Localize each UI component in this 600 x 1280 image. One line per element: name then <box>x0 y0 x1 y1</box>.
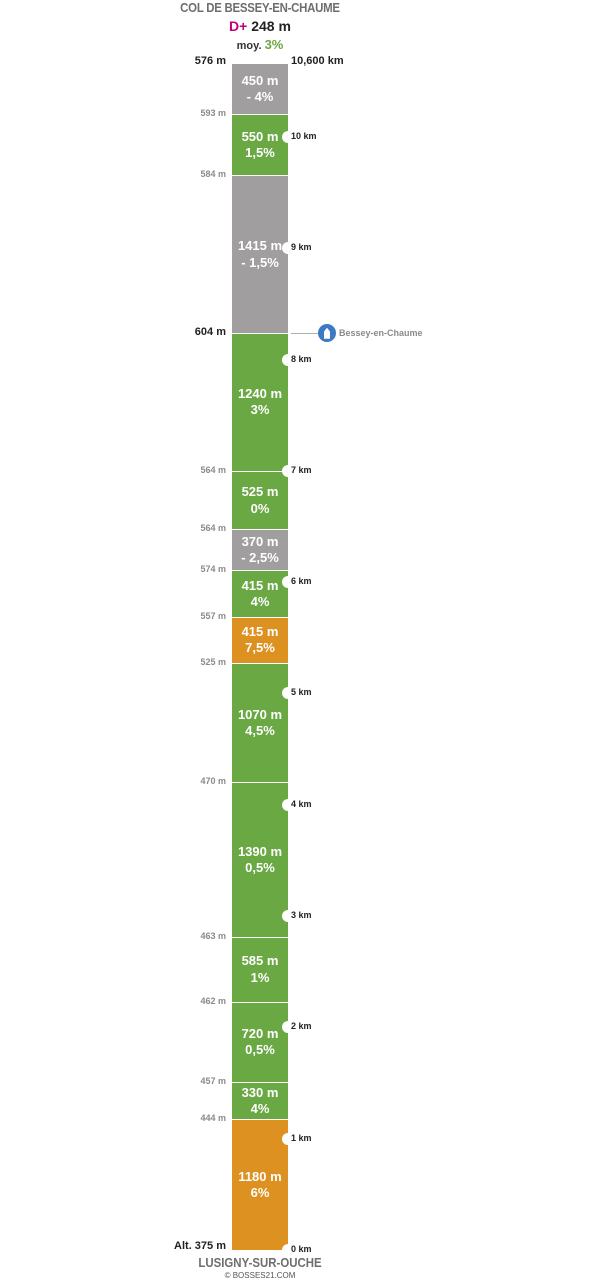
profile-segment: 1070 m 4,5% <box>232 662 288 782</box>
profile-segment: 415 m 4% <box>232 570 288 617</box>
start-name: LUSIGNY-SUR-OUCHE <box>198 1255 322 1270</box>
altitude-label: 564 m <box>200 464 226 475</box>
average-grade-value: 3% <box>264 37 284 52</box>
segment-length: 415 m <box>241 577 279 593</box>
altitude-label: 584 m <box>200 169 226 180</box>
km-notch <box>282 687 294 700</box>
profile-segment: 550 m 1,5% <box>232 114 288 176</box>
km-notch <box>282 576 294 589</box>
segment-grade: 3% <box>250 402 270 418</box>
segment-grade: 4% <box>250 1100 270 1116</box>
km-label: 0 km <box>291 1244 312 1254</box>
altitude-label: 564 m <box>200 523 226 534</box>
profile-segment: 1240 m 3% <box>232 332 288 471</box>
segment-grade: 4% <box>250 594 270 610</box>
altitude-label: 457 m <box>200 1075 226 1086</box>
km-notch <box>282 130 294 143</box>
km-label: 1 km <box>291 1132 312 1143</box>
profile-segment: 370 m- 2,5% <box>232 529 288 571</box>
segment-grade: - 1,5% <box>241 254 279 270</box>
profile-segment: 720 m 0,5% <box>232 1001 288 1082</box>
elevation-gain-label: D+ <box>229 18 248 34</box>
segment-length: 550 m <box>241 128 279 144</box>
km-label: 3 km <box>291 910 312 921</box>
km-label: 6 km <box>291 576 312 587</box>
credit: © BOSSES21.COM <box>224 1271 296 1280</box>
segment-grade: 1,5% <box>245 145 275 161</box>
segment-length: 585 m <box>241 953 279 969</box>
km-notch <box>282 1132 294 1145</box>
altitude-label: 593 m <box>200 108 226 119</box>
segment-length: 1390 m <box>237 843 283 859</box>
segment-grade: 0% <box>250 500 270 516</box>
waypoint-name: Bessey-en-Chaume <box>339 327 423 338</box>
segment-grade: 6% <box>250 1184 270 1200</box>
profile-segment: 415 m 7,5% <box>232 616 288 663</box>
segment-length: 1240 m <box>237 386 283 402</box>
altitude-label: 444 m <box>200 1112 226 1123</box>
km-label: 9 km <box>291 242 312 253</box>
waypoint-leader-line <box>291 332 319 334</box>
segment-length: 415 m <box>241 623 279 639</box>
profile-segment: 525 m 0% <box>232 470 288 530</box>
profile-segment: 1390 m 0,5% <box>232 781 288 937</box>
km-notch <box>282 1021 294 1034</box>
km-notch <box>282 798 294 811</box>
altitude-label: 574 m <box>200 564 226 575</box>
km-notch <box>282 353 294 366</box>
km-notch <box>282 910 294 923</box>
average-grade: moy. 3% <box>160 37 360 52</box>
segment-grade: - 2,5% <box>241 550 279 566</box>
elevation-gain-value: 248 m <box>251 18 291 34</box>
km-label: 7 km <box>291 464 312 475</box>
segment-grade: 7,5% <box>245 640 275 656</box>
km-label: 4 km <box>291 798 312 809</box>
church-icon <box>318 323 336 342</box>
segment-length: 1180 m <box>238 1168 282 1184</box>
segment-length: 720 m <box>241 1026 279 1042</box>
altitude-label: 557 m <box>200 610 226 621</box>
altitude-label: 462 m <box>200 995 226 1006</box>
profile-segment: 330 m 4% <box>232 1081 288 1119</box>
segment-grade: 0,5% <box>245 859 275 875</box>
start-altitude: Alt. 375 m <box>174 1240 226 1252</box>
segment-grade: - 4% <box>246 89 274 105</box>
summit-title: COL DE BESSEY-EN-CHAUME <box>180 0 340 15</box>
segment-length: 370 m <box>241 534 279 550</box>
segment-length: 450 m <box>241 72 279 88</box>
km-notch <box>282 464 294 477</box>
segment-grade: 0,5% <box>245 1042 275 1058</box>
km-notch <box>282 1244 294 1256</box>
total-distance: 10,600 km <box>291 55 344 67</box>
church-shape <box>324 327 330 339</box>
km-label: 2 km <box>291 1021 312 1032</box>
km-label: 10 km <box>291 130 317 141</box>
profile-column: 450 m- 4% 550 m 1,5% 1415 m- 1,5% 1240 m 3% 52… <box>232 64 288 1250</box>
altitude-label: 470 m <box>200 775 226 786</box>
elevation-gain: D+ 248 m <box>160 18 360 34</box>
segment-grade: 4,5% <box>245 722 275 738</box>
altitude-label: 525 m <box>200 656 226 667</box>
altitude-label: 604 m <box>194 325 226 338</box>
profile-segment: 450 m- 4% <box>232 64 288 115</box>
segment-length: 1415 m <box>237 238 283 254</box>
average-grade-label: moy. <box>236 40 262 52</box>
segment-length: 1070 m <box>237 706 283 722</box>
segment-length: 525 m <box>241 484 279 500</box>
segment-length: 330 m <box>241 1084 279 1100</box>
profile-segment: 1415 m- 1,5% <box>232 175 288 333</box>
km-notch <box>282 242 294 255</box>
altitude-label: 463 m <box>200 930 226 941</box>
profile-segment: 1180 m 6% <box>232 1118 288 1250</box>
km-label: 8 km <box>291 353 312 364</box>
segment-grade: 1% <box>250 969 270 985</box>
km-label: 5 km <box>291 687 312 698</box>
profile-segment: 585 m 1% <box>232 936 288 1002</box>
top-altitude: 576 m <box>194 55 226 67</box>
